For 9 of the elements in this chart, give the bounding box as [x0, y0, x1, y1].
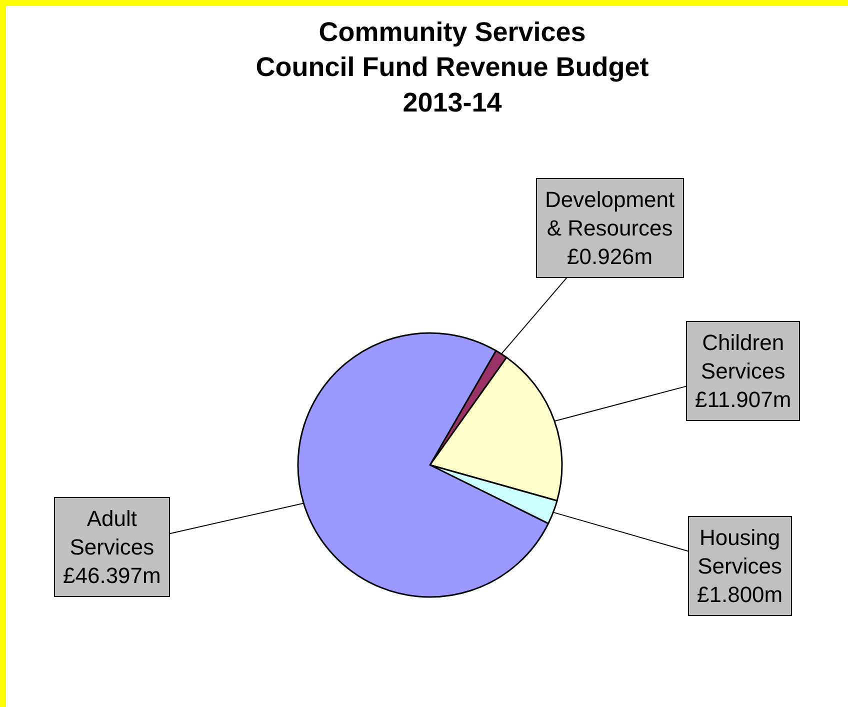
slice-label: Development & Resources [545, 187, 675, 241]
data-label: £46.397m [63, 563, 161, 588]
slice-label: Children Services [700, 330, 786, 384]
data-label: £1.800m [697, 582, 783, 608]
data-label: £11.907m [695, 387, 792, 412]
data-label: £0.926m [567, 244, 653, 270]
chart-title: Community Services Council Fund Revenue Budget 2013-14 [256, 17, 649, 118]
slice-label: Adult Services [70, 506, 154, 560]
slice-label: Housing Services [698, 525, 782, 579]
